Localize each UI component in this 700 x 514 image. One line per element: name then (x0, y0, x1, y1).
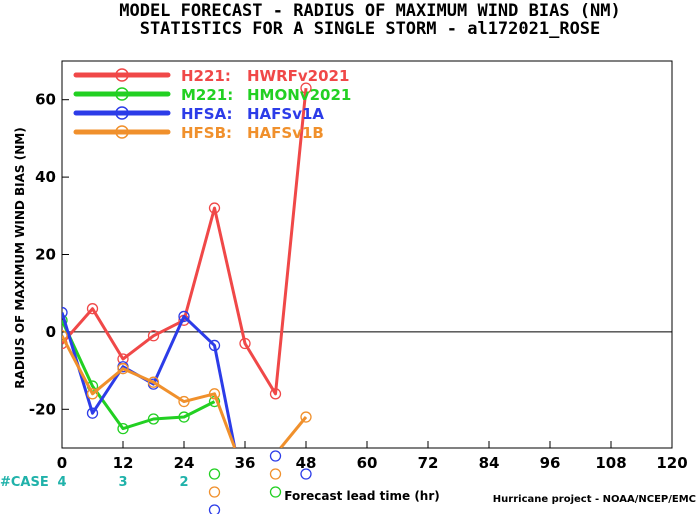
y-tick-label: 40 (35, 168, 56, 186)
below-axis-marker (269, 450, 282, 462)
case-label: #CASE (0, 475, 49, 490)
plot-frame (61, 60, 673, 449)
data-point (300, 82, 312, 94)
series-line (62, 312, 237, 448)
x-tick-label: 0 (57, 454, 67, 472)
data-point (62, 306, 68, 319)
x-tick-label: 24 (174, 454, 195, 472)
data-point (208, 339, 221, 352)
legend-name: HWRFv2021 (247, 67, 349, 85)
legend-code: H221: (181, 67, 231, 85)
data-point (178, 310, 190, 323)
x-tick-label: 108 (595, 454, 626, 472)
data-point (208, 388, 221, 400)
legend-marker (115, 125, 129, 139)
y-tick-label: 60 (35, 91, 56, 109)
series-line (62, 87, 308, 396)
x-axis-label: Forecast lead time (hr) (284, 489, 440, 503)
data-point (147, 330, 160, 342)
x-tick-label: 72 (418, 454, 439, 472)
data-point (300, 411, 312, 423)
chart-title-line1: MODEL FORECAST - RADIUS OF MAXIMUM WIND … (119, 1, 621, 21)
data-point (208, 202, 221, 214)
chart-title-line2: STATISTICS FOR A SINGLE STORM - al172021… (140, 19, 601, 39)
case-count: 2 (179, 475, 188, 490)
x-tick-label: 12 (113, 454, 134, 472)
x-tick-label: 84 (479, 454, 500, 472)
x-tick-label: 60 (357, 454, 378, 472)
legend-marker (115, 68, 129, 82)
data-point (62, 330, 68, 342)
below-axis-marker (208, 486, 221, 498)
x-tick-label: 36 (235, 454, 256, 472)
data-point (86, 303, 99, 315)
y-tick-label: 20 (35, 246, 56, 264)
below-axis-marker (300, 468, 312, 480)
legend-name: HAFSv1B (247, 124, 324, 142)
x-tick-label: 96 (540, 454, 561, 472)
footer-credit: Hurricane project - NOAA/NCEP/EMC (493, 494, 696, 505)
data-point (86, 407, 99, 419)
data-point (147, 413, 160, 425)
data-point (117, 422, 129, 435)
data-point (147, 376, 160, 388)
legend-code: HFSA: (181, 105, 233, 123)
y-tick-label: 0 (46, 323, 56, 341)
data-point (86, 388, 99, 400)
legend-marker (115, 106, 129, 120)
case-count: 4 (57, 475, 66, 490)
legend-name: HAFSv1A (247, 105, 324, 123)
legend-marker (115, 87, 129, 101)
y-axis-label: RADIUS OF MAXIMUM WIND BIAS (NM) (13, 127, 27, 388)
data-point (239, 337, 251, 350)
series-line (62, 335, 237, 448)
below-axis-marker (269, 486, 282, 498)
data-point (62, 314, 68, 326)
x-tick-label: 120 (656, 454, 687, 472)
below-axis-marker (208, 504, 221, 514)
data-point (269, 388, 282, 400)
legend-name: HMONv2021 (247, 86, 351, 104)
legend-code: M221: (181, 86, 233, 104)
data-point (178, 411, 190, 423)
x-tick-label: 48 (296, 454, 317, 472)
series-line (62, 319, 216, 431)
y-tick-label: -20 (29, 400, 56, 418)
series-lines (62, 82, 312, 448)
data-point (117, 363, 129, 375)
below-axis-marker (208, 468, 221, 480)
below-axis-marker (269, 468, 282, 480)
legend-code: HFSB: (181, 124, 232, 142)
data-point (178, 395, 190, 408)
series-line-segment (279, 416, 308, 448)
case-count: 3 (118, 475, 127, 490)
